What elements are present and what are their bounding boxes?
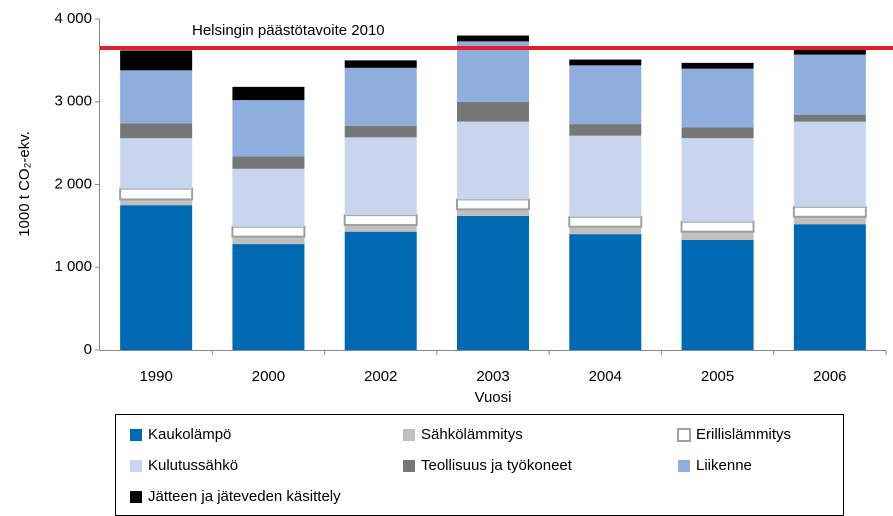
bar-segment xyxy=(231,225,306,238)
bar-segment xyxy=(344,60,417,68)
legend-swatch xyxy=(130,460,142,472)
bar-segment xyxy=(569,124,642,136)
legend-swatch xyxy=(403,460,415,472)
legend-swatch xyxy=(678,460,690,472)
x-tick-label: 2006 xyxy=(813,368,846,385)
y-tick-label: 1 000 xyxy=(54,258,92,275)
bar-segment xyxy=(232,100,305,157)
legend-swatch xyxy=(677,428,691,442)
y-tick-label: 3 000 xyxy=(54,93,92,110)
bar-segment xyxy=(232,156,305,169)
bar-segment xyxy=(120,199,193,206)
x-tick-label: 2002 xyxy=(364,368,397,385)
bar-segment xyxy=(793,224,866,350)
bar-segment xyxy=(681,138,754,222)
bar-segment xyxy=(457,121,529,200)
bar-segment xyxy=(119,187,194,201)
bar-segment xyxy=(344,137,417,216)
bar-segment xyxy=(232,236,305,245)
legend-label: Liikenne xyxy=(696,457,752,474)
bar-segment xyxy=(569,135,642,217)
bar-segment xyxy=(344,67,417,126)
bar-segment xyxy=(569,59,642,66)
bar-segment xyxy=(793,114,866,122)
bar-segment xyxy=(680,220,755,233)
bar-segment xyxy=(120,138,193,189)
legend-label: Teollisuus ja työkoneet xyxy=(421,457,573,474)
x-axis-label: Vuosi xyxy=(475,389,512,406)
bar-segment xyxy=(793,216,866,225)
legend-swatch xyxy=(130,491,142,503)
x-tick-label: 2000 xyxy=(252,368,285,385)
bar-segment xyxy=(793,121,866,207)
bar-segment xyxy=(681,62,754,69)
bar-segment xyxy=(681,231,754,240)
bar-segment xyxy=(569,234,642,350)
y-tick-label: 2 000 xyxy=(54,175,92,192)
x-tick-label: 2005 xyxy=(701,368,734,385)
legend-swatch xyxy=(130,429,142,441)
bar-segment xyxy=(457,35,529,42)
bar-segment xyxy=(120,70,193,124)
legend-swatch xyxy=(403,429,415,441)
x-tick-label: 1990 xyxy=(139,368,172,385)
bar-segment xyxy=(232,168,305,227)
bar-segment xyxy=(681,127,754,139)
legend-label: Jätteen ja jäteveden käsittely xyxy=(148,488,341,505)
x-tick-label: 2003 xyxy=(476,368,509,385)
bar-segment xyxy=(120,50,193,71)
bar-segment xyxy=(792,205,867,218)
y-tick-label: 4 000 xyxy=(54,10,92,27)
bar-segment xyxy=(793,54,866,115)
bar-segment xyxy=(569,65,642,125)
y-tick-label: 0 xyxy=(84,341,92,358)
bar-segment xyxy=(568,215,643,228)
bar-segment xyxy=(344,231,417,350)
bar-segment xyxy=(120,205,193,350)
bar-segment xyxy=(569,226,642,235)
bar-segment xyxy=(457,209,529,216)
bar-segment xyxy=(681,68,754,128)
legend-box xyxy=(115,414,844,516)
x-tick-label: 2004 xyxy=(589,368,622,385)
bar-segment xyxy=(232,244,305,350)
legend-label: Kulutussähkö xyxy=(148,457,238,474)
bar-segment xyxy=(457,101,529,122)
bar-segment xyxy=(344,125,417,138)
legend-label: Sähkölämmitys xyxy=(421,426,523,443)
y-axis-label: 1000 t CO₂-ekv. xyxy=(16,131,33,237)
bar-segment xyxy=(343,214,418,227)
bar-segment xyxy=(120,123,193,139)
bar-segment xyxy=(232,86,305,101)
target-label: Helsingin päästötavoite 2010 xyxy=(192,22,385,39)
bar-segment xyxy=(457,41,529,102)
bar-segment xyxy=(681,239,754,350)
legend-label: Kaukolämpö xyxy=(148,426,231,443)
bar-segment xyxy=(793,49,866,55)
bar-segment xyxy=(456,198,530,211)
bar-segment xyxy=(457,215,529,350)
legend-label: Erillislämmitys xyxy=(696,426,791,443)
bar-segment xyxy=(344,225,417,232)
